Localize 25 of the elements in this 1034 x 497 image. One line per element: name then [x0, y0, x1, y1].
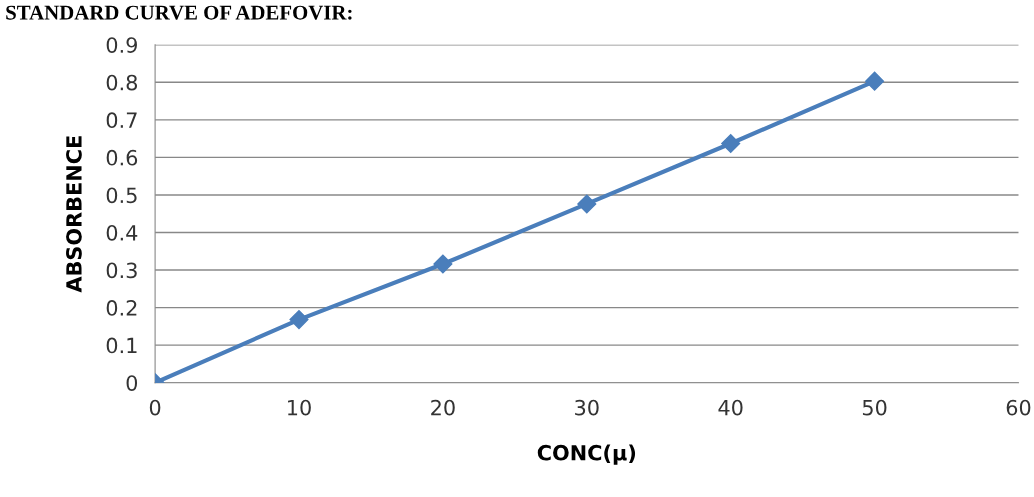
point	[289, 310, 309, 330]
point	[577, 194, 597, 214]
y-tick-label: 0.2	[106, 300, 137, 316]
y-tick-label: 0.8	[106, 74, 138, 91]
y-tick-label: 0.6	[106, 149, 138, 166]
x-tick-label: 40	[718, 399, 743, 416]
x-tick-label: 10	[288, 399, 311, 416]
point	[721, 133, 741, 154]
point	[433, 254, 453, 274]
point	[865, 71, 885, 91]
y-tick-label: 0.5	[106, 187, 137, 204]
y-tick-label: 0.4	[106, 224, 138, 241]
x-tick-label: 60	[1006, 399, 1031, 416]
y-tick-label: 0.1	[106, 337, 137, 354]
y-tick-label: 0.9	[106, 37, 137, 53]
y-tick-label: 0	[126, 375, 138, 391]
x-tick-label: 0	[149, 399, 161, 416]
chart-title: STANDARD CURVE OF ADEFOVIR:	[6, 5, 352, 20]
y-tick-label: 0.3	[106, 262, 137, 279]
x-tick-label: 50	[862, 399, 887, 416]
y-tick-label: 0.7	[106, 112, 137, 129]
x-tick-label: 20	[431, 399, 455, 416]
x-tick-label: 30	[575, 399, 599, 416]
y-axis-title: ABSORBENCE	[66, 136, 82, 293]
x-axis-title: CONC(µ)	[537, 444, 636, 465]
